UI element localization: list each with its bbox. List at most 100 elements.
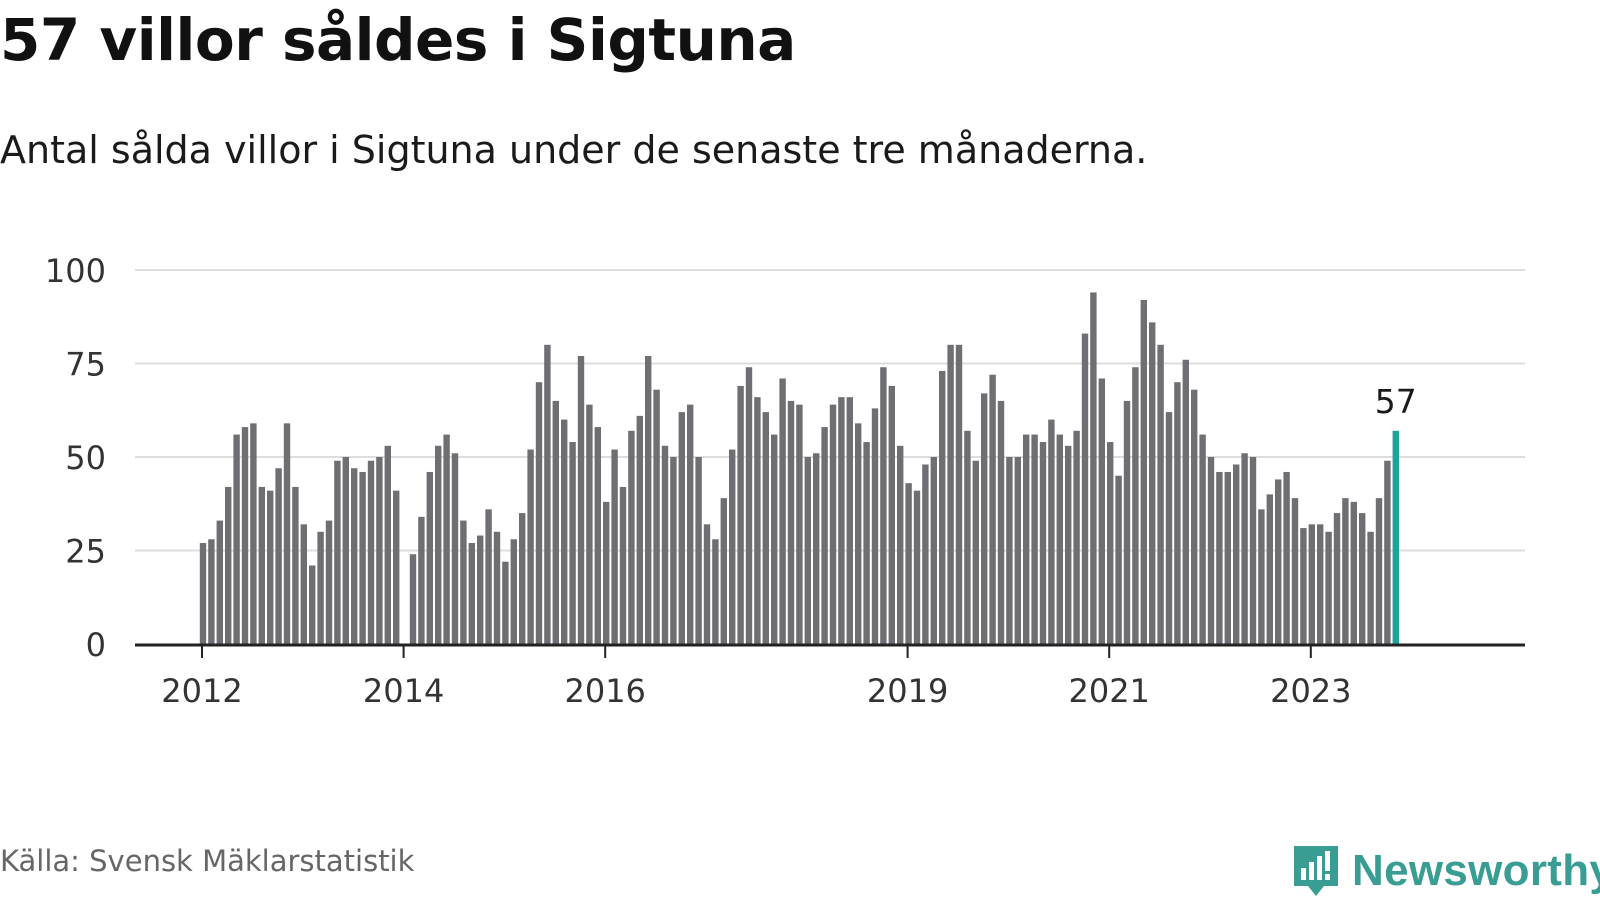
- bar: [661, 445, 669, 644]
- bar: [628, 430, 635, 644]
- bar: [258, 486, 265, 644]
- bar: [880, 367, 887, 644]
- bar: [804, 457, 811, 644]
- bar: [1266, 494, 1273, 644]
- bar: [989, 374, 996, 644]
- bar: [964, 430, 971, 644]
- bar: [586, 404, 593, 644]
- bar: [930, 457, 937, 644]
- bar: [687, 404, 694, 644]
- bar: [712, 539, 719, 644]
- bar: [670, 457, 677, 644]
- bar: [502, 561, 509, 644]
- bar: [451, 453, 459, 644]
- bar: [376, 457, 383, 644]
- bar: [561, 419, 568, 644]
- bar: [241, 427, 249, 644]
- bar: [1014, 457, 1021, 644]
- bar: [1174, 382, 1181, 644]
- bar: [1317, 524, 1324, 644]
- bar: [695, 457, 702, 644]
- bar: [309, 565, 316, 644]
- bar: [1090, 292, 1097, 644]
- bar: [535, 382, 543, 644]
- bar: [1123, 400, 1131, 644]
- bar: [275, 468, 282, 644]
- x-tick-label: 2023: [1270, 672, 1351, 710]
- bar: [922, 464, 929, 644]
- bar: [426, 471, 433, 644]
- bar: [1056, 434, 1063, 644]
- bar: [863, 442, 870, 644]
- bar: [729, 449, 736, 644]
- bar: [283, 423, 291, 644]
- y-tick-label: 25: [65, 533, 106, 571]
- bar: [745, 367, 753, 644]
- bar: [594, 427, 601, 644]
- bar: [225, 486, 232, 644]
- bar: [846, 397, 853, 644]
- bar: [527, 449, 534, 644]
- annotations: 57: [1375, 382, 1417, 421]
- x-tick-label: 2012: [161, 672, 242, 710]
- bar: [779, 378, 786, 644]
- bar: [250, 423, 257, 644]
- bar: [1132, 367, 1139, 644]
- bar: [1098, 378, 1105, 644]
- bar: [199, 543, 207, 644]
- bar: [1241, 453, 1248, 644]
- bar: [1149, 322, 1156, 644]
- brand-logo: Newsworthy: [1290, 842, 1600, 900]
- bar: [1224, 471, 1231, 644]
- bar: [737, 385, 744, 644]
- bar: [619, 486, 627, 644]
- bar-chart: 0 25 50 75 100 2012 2014 2016 2019 2021 2023 57: [45, 252, 1525, 710]
- bar: [888, 385, 895, 644]
- y-tick-label: 0: [86, 626, 106, 664]
- bar: [1325, 531, 1332, 644]
- bar: [233, 434, 240, 644]
- bar: [435, 445, 442, 644]
- bar: [871, 408, 879, 644]
- bar: [897, 445, 904, 644]
- bar: [418, 516, 425, 644]
- bar: [334, 460, 341, 644]
- bar: [1182, 359, 1189, 644]
- bar: [1367, 531, 1374, 644]
- bar: [972, 460, 979, 644]
- bar: [955, 344, 963, 644]
- bar: [1140, 299, 1147, 644]
- x-tick-label: 2014: [363, 672, 444, 710]
- bar: [762, 412, 769, 644]
- bar: [544, 344, 551, 644]
- x-axis: 2012 2014 2016 2019 2021 2023: [135, 643, 1525, 710]
- bar: [569, 442, 576, 644]
- x-tick-label: 2021: [1068, 672, 1149, 710]
- chart-title: 57 villor såldes i Sigtuna: [0, 6, 796, 74]
- bar: [1233, 464, 1240, 644]
- bar: [519, 513, 526, 644]
- bar: [645, 356, 652, 644]
- bar: [1165, 412, 1173, 644]
- bar: [1191, 389, 1198, 644]
- bar: [351, 468, 358, 644]
- bar: [1023, 434, 1030, 644]
- bar: [1258, 509, 1265, 644]
- x-tick-label: 2019: [867, 672, 948, 710]
- bar: [367, 460, 375, 644]
- bar: [855, 423, 862, 644]
- bar: [838, 397, 845, 644]
- bar: [409, 554, 417, 644]
- bar: [1006, 457, 1013, 644]
- bar: [577, 356, 585, 644]
- bar: [905, 483, 912, 644]
- bar: [1283, 471, 1290, 644]
- bar: [1342, 498, 1349, 644]
- bar: [603, 501, 610, 644]
- bar: [460, 520, 467, 644]
- bar: [552, 400, 559, 644]
- bar: [771, 434, 778, 644]
- bar-series: [199, 292, 1399, 644]
- bar: [653, 389, 660, 644]
- bar: [1065, 445, 1072, 644]
